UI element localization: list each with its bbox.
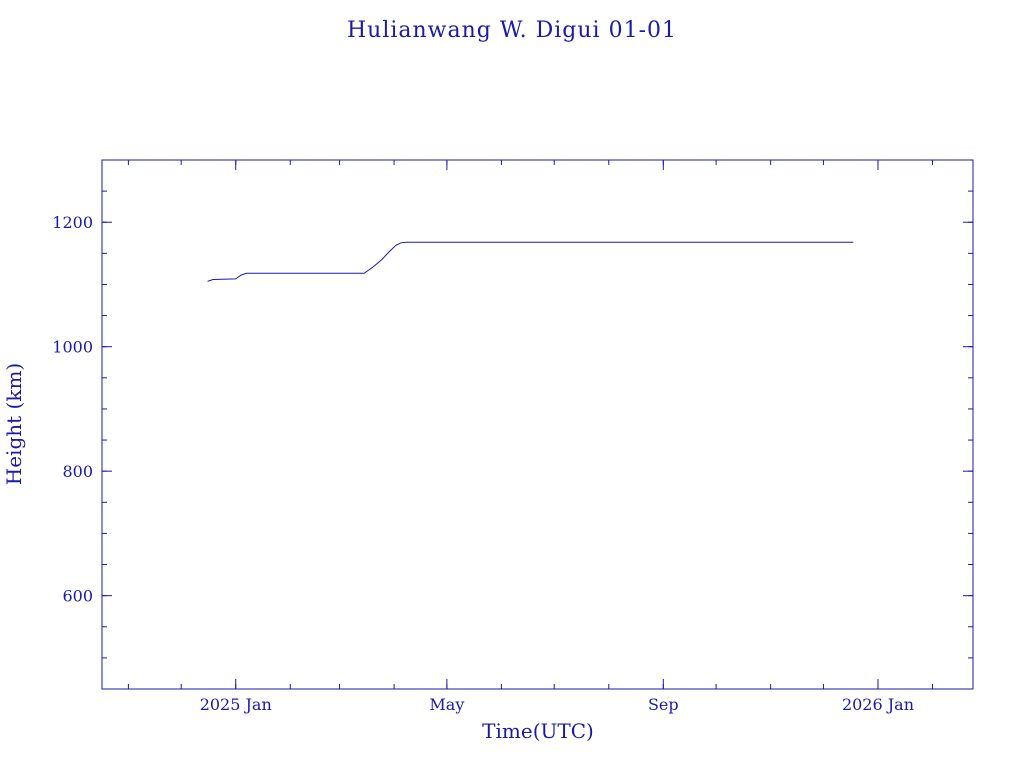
axis-ticks (102, 159, 973, 690)
x-tick-label: 2026 Jan (842, 695, 914, 714)
series-layer (207, 241, 854, 282)
plot-frame (101, 159, 974, 690)
y-axis-title: Height (km) (2, 363, 26, 485)
chart-title: Hulianwang W. Digui 01-01 (347, 18, 677, 43)
y-tick-label: 800 (62, 462, 93, 481)
y-tick-label: 1200 (52, 213, 93, 232)
x-tick-label: May (429, 695, 464, 714)
height-series-line (207, 241, 854, 282)
tick-labels: 2025 Jan May Sep 2026 Jan 600 800 1000 1200 (52, 213, 914, 714)
y-tick-label: 1000 (52, 338, 93, 357)
x-tick-label: 2025 Jan (200, 695, 272, 714)
x-tick-label: Sep (648, 695, 679, 714)
x-axis-title: Time(UTC) (482, 719, 594, 743)
y-tick-label: 600 (62, 587, 93, 606)
